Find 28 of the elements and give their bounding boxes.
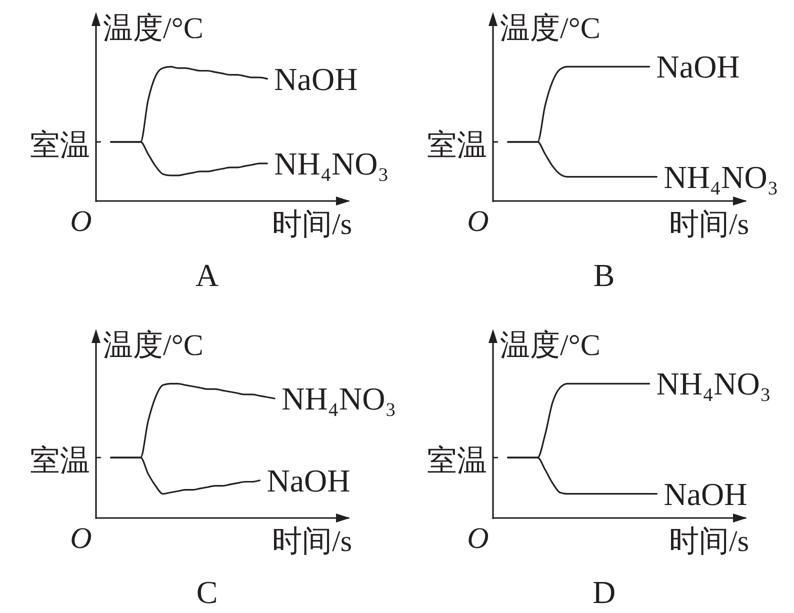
text: 室温 <box>30 128 90 162</box>
x-axis-title: 时间/s <box>668 524 749 558</box>
series-label: NH₄NO₃ <box>282 380 396 416</box>
text: B <box>593 257 615 293</box>
y-axis-title: 温度/°C <box>500 328 600 362</box>
text: O <box>70 522 92 554</box>
x-axis-title: 时间/s <box>272 524 352 558</box>
text: O <box>467 204 489 238</box>
text: C <box>196 574 218 610</box>
series-label: NaOH <box>266 462 350 498</box>
series-label: NaOH <box>656 48 740 85</box>
text: A <box>195 257 219 293</box>
text: O <box>467 522 489 554</box>
y-axis-title: 温度/°C <box>500 12 600 44</box>
text: D <box>592 574 616 610</box>
x-axis-title: 时间/s <box>668 208 749 240</box>
text: O <box>70 204 92 238</box>
text: 室温 <box>30 444 90 478</box>
text: 室温 <box>427 128 487 162</box>
series-label: NH₄NO₃ <box>274 145 389 182</box>
y-axis-title: 温度/°C <box>103 12 204 44</box>
y-axis-title: 温度/°C <box>103 328 204 362</box>
series-label: NH₄NO₃ <box>664 158 778 195</box>
x-axis-title: 时间/s <box>272 208 352 240</box>
series-label: NaOH <box>274 60 358 97</box>
text: 室温 <box>427 444 487 478</box>
series-label: NaOH <box>664 476 748 512</box>
series-label: NH₄NO₃ <box>656 366 772 402</box>
